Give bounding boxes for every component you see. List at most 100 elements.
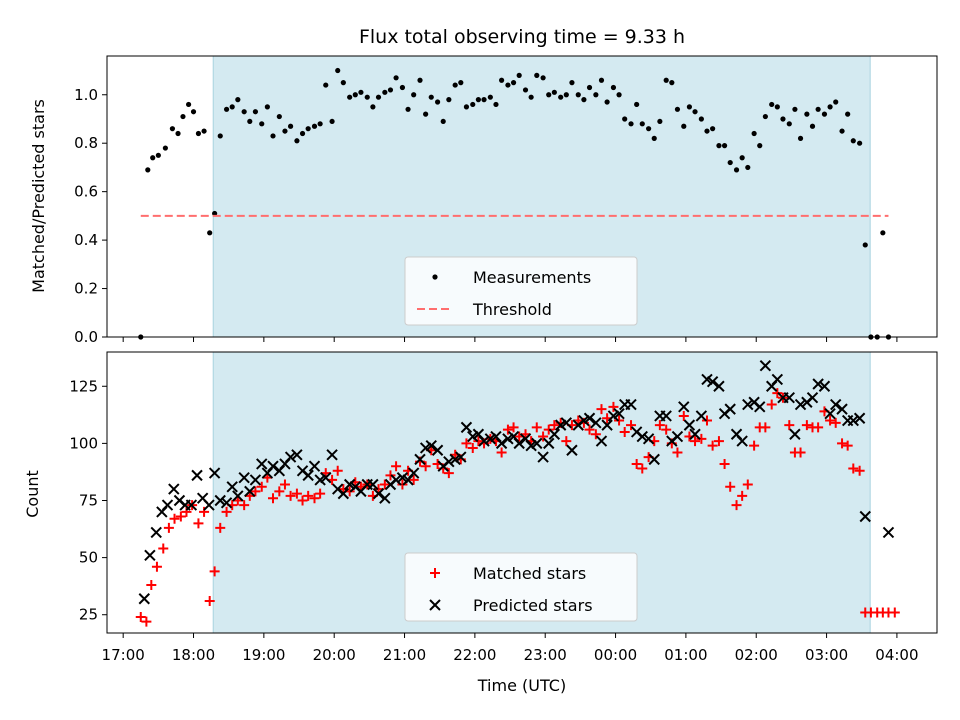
data-point: [168, 483, 180, 495]
ratio-panel: 0.0 0.2 0.4 0.6 0.8 1.0 Measurements Threshold: [74, 55, 938, 346]
data-point: [499, 77, 505, 83]
data-point: [540, 75, 546, 81]
x-tick-label: 19:00: [242, 646, 285, 664]
data-point: [428, 94, 434, 100]
data-point: [274, 486, 285, 497]
x-tick-label: 23:00: [524, 646, 567, 664]
data-point: [593, 92, 599, 98]
data-point: [423, 111, 429, 117]
data-point: [654, 420, 665, 431]
legend-label: Predicted stars: [473, 596, 593, 615]
count-panel: 25 50 75 100 125 17:00 18:00 19:00 20:00 21:00 22:…: [69, 351, 938, 664]
data-point: [372, 487, 385, 500]
data-point: [862, 242, 868, 248]
data-point: [208, 467, 221, 479]
data-point: [417, 77, 423, 83]
data-point: [408, 474, 419, 485]
data-point: [291, 449, 303, 461]
data-point: [458, 80, 464, 86]
data-point: [637, 463, 648, 474]
data-point: [812, 378, 824, 390]
data-point: [563, 92, 569, 98]
data-point: [460, 421, 473, 434]
data-point: [733, 167, 740, 173]
data-point: [150, 155, 156, 161]
data-point: [420, 461, 431, 472]
data-point: [279, 479, 290, 490]
data-point: [259, 121, 265, 127]
data-point: [487, 94, 493, 100]
data-point: [646, 126, 652, 132]
data-point: [648, 453, 660, 466]
data-point: [713, 380, 725, 392]
legend-marker: [429, 599, 441, 611]
data-point: [795, 447, 806, 458]
data-point: [141, 616, 152, 627]
data-point: [727, 159, 733, 166]
data-point: [809, 123, 816, 129]
data-point: [598, 77, 605, 83]
data-point: [731, 500, 742, 511]
data-point: [757, 143, 763, 149]
data-point: [399, 84, 406, 91]
data-point: [663, 77, 669, 83]
data-point: [531, 437, 543, 450]
data-point: [315, 488, 326, 499]
data-point: [285, 490, 296, 501]
data-point: [461, 438, 472, 449]
data-point: [175, 511, 186, 522]
data-point: [859, 510, 871, 523]
data-point: [595, 435, 608, 447]
data-point: [889, 607, 900, 618]
data-point: [297, 495, 308, 506]
x-axis-label: Time (UTC): [477, 676, 566, 695]
data-point: [610, 84, 617, 91]
x-tick-label: 02:00: [735, 646, 778, 664]
data-point: [212, 210, 218, 217]
data-point: [806, 391, 819, 404]
data-point: [636, 430, 648, 443]
data-point: [463, 104, 470, 110]
data-point: [207, 230, 213, 236]
data-point: [455, 451, 467, 463]
data-point: [848, 463, 859, 474]
data-point: [308, 460, 321, 472]
data-point: [725, 481, 736, 492]
data-point: [358, 89, 364, 95]
data-point: [379, 479, 390, 490]
data-point: [434, 99, 441, 105]
data-point: [672, 447, 683, 458]
data-point: [569, 80, 575, 86]
data-point: [845, 111, 851, 117]
data-point: [496, 447, 507, 458]
data-point: [696, 433, 707, 444]
data-point: [671, 430, 684, 443]
data-point: [769, 101, 775, 108]
data-point: [551, 89, 557, 95]
data-point: [634, 101, 640, 108]
data-point: [238, 471, 250, 484]
data-point: [560, 417, 573, 429]
legend-box: [404, 256, 638, 326]
data-point: [804, 111, 810, 117]
data-point: [145, 167, 151, 173]
data-point: [352, 92, 358, 98]
data-point: [217, 133, 223, 139]
data-point: [754, 401, 766, 413]
data-point: [739, 155, 745, 161]
series-measurements: [138, 67, 892, 340]
data-point: [882, 526, 895, 539]
data-point: [762, 113, 768, 120]
legend: Matched stars Predicted stars: [404, 552, 638, 622]
data-point: [249, 474, 262, 486]
series-predicted-stars: [138, 359, 895, 605]
data-point: [837, 438, 848, 449]
data-point: [375, 94, 382, 100]
data-point: [505, 82, 511, 88]
data-point: [135, 612, 146, 623]
data-point: [813, 422, 824, 433]
data-point: [440, 118, 446, 125]
data-point: [784, 420, 795, 431]
x-tick-label: 21:00: [383, 646, 426, 664]
data-point: [614, 415, 625, 426]
